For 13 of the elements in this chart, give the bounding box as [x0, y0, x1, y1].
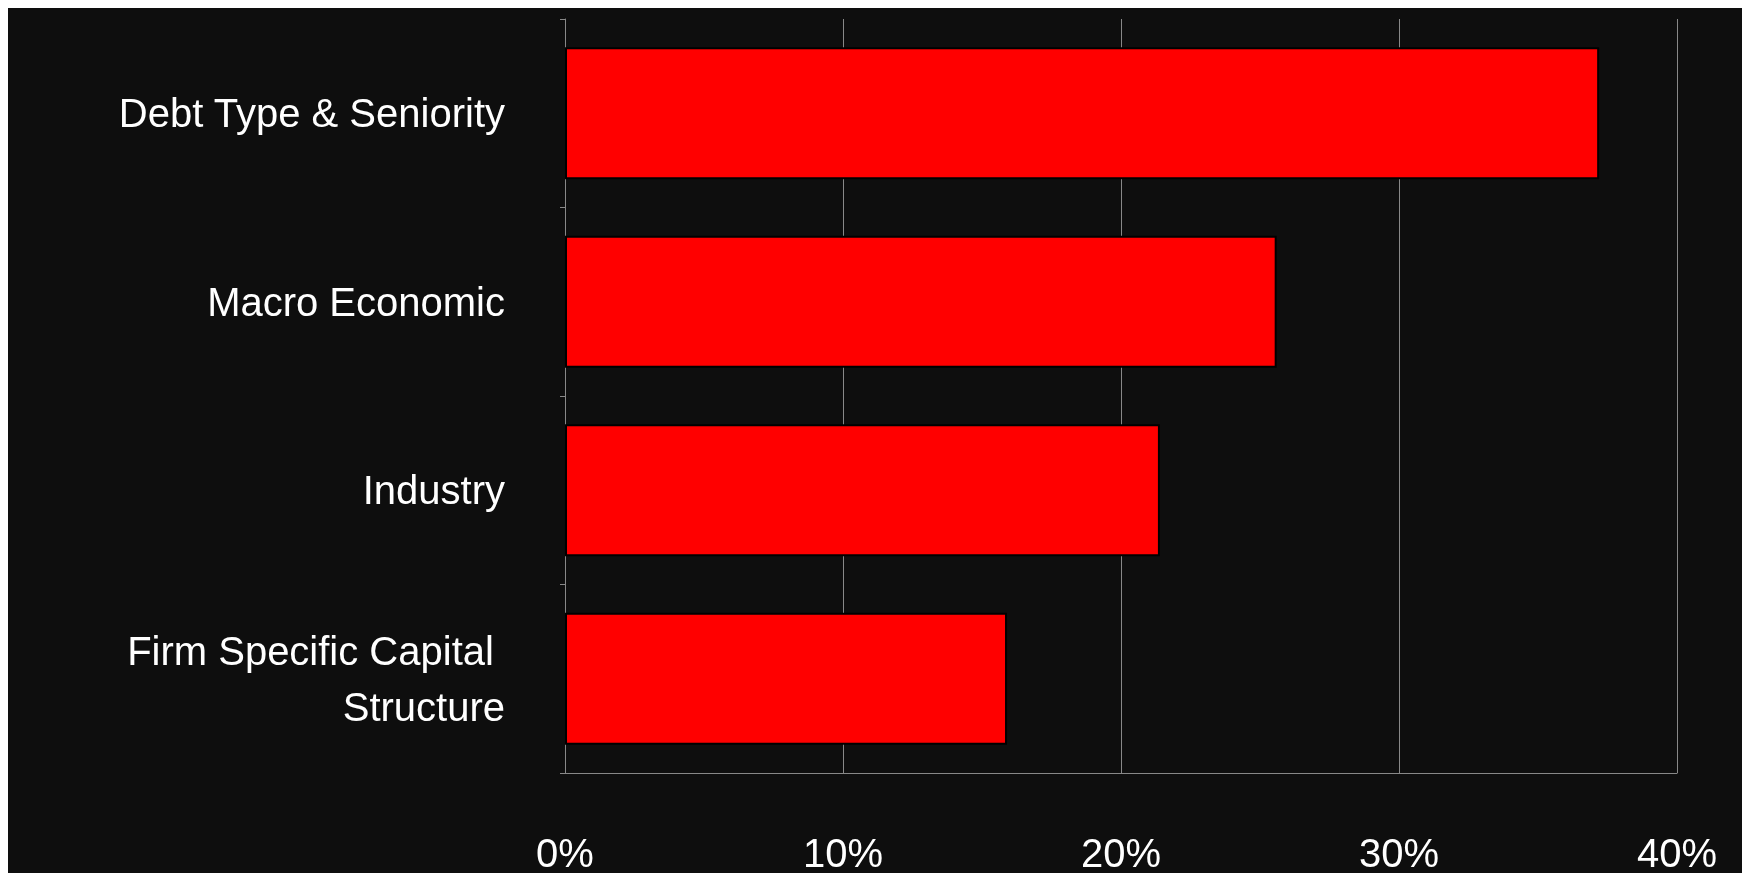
- bar: [565, 424, 1160, 557]
- y-tick-label: Macro Economic: [207, 279, 505, 324]
- x-tick-label: 20%: [1080, 831, 1162, 875]
- y-tick-label: Debt Type & Seniority: [118, 91, 505, 136]
- bar: [565, 235, 1277, 368]
- y-tick-label: Firm Specific Capital Structure: [127, 628, 505, 729]
- x-tick-label: 0%: [536, 831, 594, 875]
- bar: [565, 47, 1600, 180]
- y-tick-label: Industry: [362, 468, 505, 513]
- x-tick-label: 40%: [1636, 831, 1718, 875]
- bar: [565, 612, 1008, 745]
- x-tick-label: 30%: [1358, 831, 1440, 875]
- x-tick-label: 10%: [802, 831, 884, 875]
